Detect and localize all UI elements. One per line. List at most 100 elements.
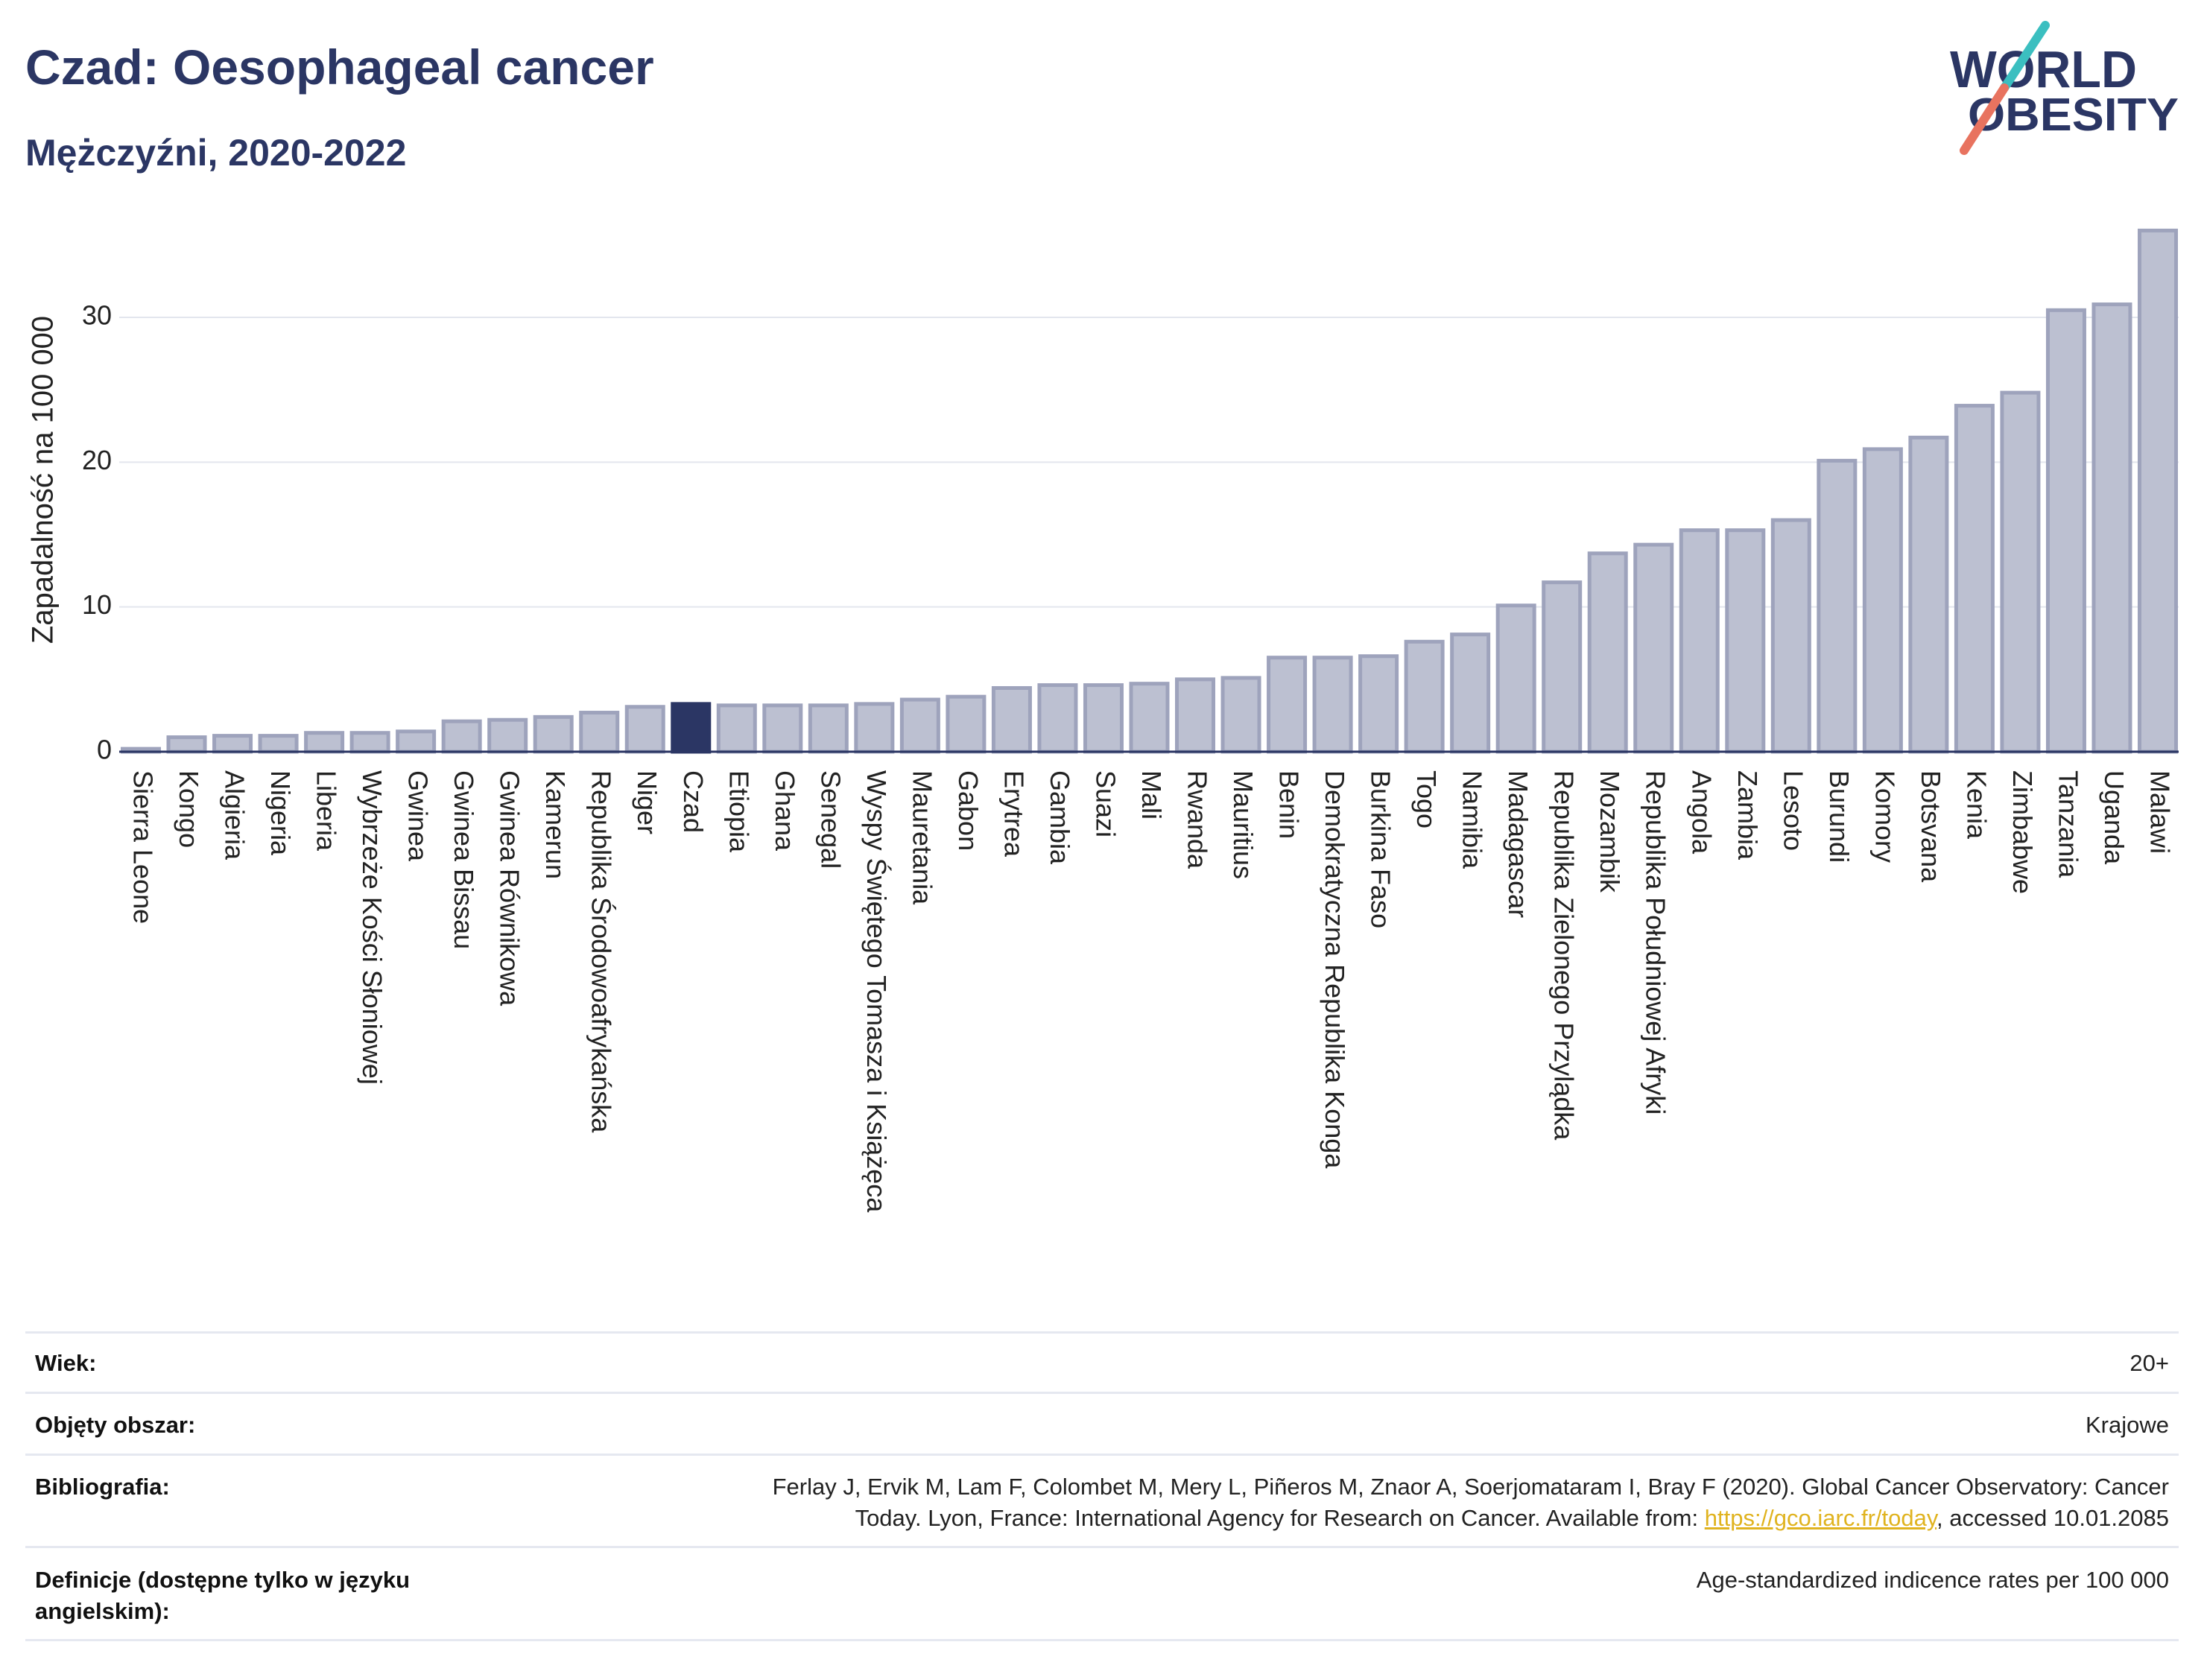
bar-senegal [808, 703, 849, 754]
page-subtitle: Mężczyźni, 2020-2022 [25, 132, 407, 174]
y-axis-title: Zapadalność na 100 000 [27, 316, 60, 644]
bar-komory [1862, 447, 1903, 754]
info-row-coverage: Objęty obszar: Krajowe [35, 1410, 2169, 1441]
x-tick-label: Gwinea Równikowa [495, 770, 525, 1007]
x-tick-label: Senegal [815, 770, 846, 869]
bar-republika-srodowoafrykanska [579, 711, 620, 754]
y-tick-label: 10 [82, 589, 112, 620]
info-value: Age-standardized indicence rates per 100… [1696, 1567, 2169, 1593]
bar-demokratyczna-republika-konga [1312, 656, 1353, 754]
x-tick-label: Angola [1686, 770, 1717, 855]
table-divider [25, 1331, 2179, 1334]
bar-togo [1404, 639, 1445, 754]
bar-lesoto [1770, 518, 1811, 754]
x-tick-label: Gwinea [403, 770, 434, 862]
bar-rwanda [1175, 677, 1216, 754]
bar-mozambik [1587, 551, 1628, 754]
x-tick-label: Gabon [953, 770, 984, 851]
bar-madagascar [1495, 603, 1536, 754]
x-tick-label: Nigeria [265, 770, 296, 856]
x-tick-label: Burkina Faso [1366, 770, 1396, 928]
table-divider [25, 1546, 2179, 1548]
bibliography-accessed-text: , accessed 10.01.2085 [1937, 1505, 2169, 1531]
bar-kenia [1954, 404, 1995, 754]
x-tick-label: Gwinea Bissau [449, 770, 479, 949]
bar-gwinea-rownikowa [487, 717, 528, 754]
bibliography-text: Today. Lyon, France: International Agenc… [855, 1505, 1705, 1531]
x-tick-label: Republika Południowej Afryki [1641, 770, 1671, 1115]
info-value: Krajowe [2086, 1412, 2169, 1438]
y-tick-label: 30 [82, 300, 112, 331]
logo-slash-teal [2000, 21, 2050, 92]
bar-algieria [212, 734, 253, 754]
x-tick-label: Wyspy Świętego Tomasza i Książęca [861, 770, 893, 1213]
x-tick-label: Namibia [1457, 770, 1488, 869]
bar-republika-poludniowej-afryki [1633, 542, 1674, 754]
info-value: 20+ [2129, 1350, 2169, 1376]
bar-gwinea [396, 729, 437, 754]
info-label: Definicje (dostępne tylko w języku angie… [35, 1567, 411, 1624]
bar-mauretania [899, 697, 940, 754]
x-tick-label: Burundi [1824, 770, 1855, 863]
bar-uganda [2091, 302, 2132, 754]
x-tick-label: Erytrea [998, 770, 1029, 858]
world-obesity-logo: WORLD OBESITY [1950, 21, 2179, 155]
info-row-bibliography: Bibliografia: Ferlay J, Ervik M, Lam F, … [35, 1471, 2169, 1534]
x-tick-label: Etiopia [723, 770, 754, 853]
logo-slash-red [1960, 83, 2009, 155]
y-tick-label: 0 [97, 735, 112, 765]
bar-wybrzeze-kosci-sloniowej [349, 731, 390, 754]
x-tick-label: Togo [1411, 770, 1442, 828]
bar-chart: 0 10 20 30 Sierra Leone Kongo Algieria Nigeria L… [27, 228, 2179, 1213]
x-tick-label: Republika Zielonego Przylądka [1549, 770, 1580, 1141]
x-tick-label: Mali [1136, 770, 1167, 820]
bar-angola [1679, 528, 1720, 754]
bar-gabon [946, 694, 987, 754]
axes: 0 10 20 30 Sierra Leone Kongo Algieria Nigeria L… [82, 300, 2179, 1213]
x-tick-label: Sierra Leone [127, 770, 158, 924]
bibliography-line-1: Ferlay J, Ervik M, Lam F, Colombet M, Me… [772, 1474, 2169, 1500]
bar-wyspy-swietego-tomasza-i-ksiazeca [854, 702, 895, 754]
bar-burundi [1817, 458, 1858, 754]
table-divider [25, 1454, 2179, 1456]
x-tick-label: Liberia [311, 770, 342, 852]
x-tick-label: Czad [678, 770, 709, 833]
x-tick-label: Mauretania [907, 770, 937, 905]
bar-republika-zielonego-przyladka [1542, 580, 1583, 754]
table-divider [25, 1639, 2179, 1641]
info-row-definitions: Definicje (dostępne tylko w języku angie… [35, 1565, 2169, 1627]
bars [121, 228, 2178, 754]
x-tick-label: Demokratyczna Republika Konga [1320, 770, 1350, 1169]
bar-gwinea-bissau [441, 719, 482, 754]
bibliography-link[interactable]: https://gco.iarc.fr/today [1704, 1505, 1937, 1531]
bar-nigeria [258, 734, 299, 754]
x-tick-label: Madagascar [1503, 770, 1533, 918]
x-tick-label: Gambia [1045, 770, 1075, 865]
x-tick-label: Botsvana [1916, 770, 1946, 883]
info-row-age: Wiek: 20+ [35, 1348, 2169, 1379]
info-label: Wiek: [35, 1350, 97, 1376]
bibliography-value: Ferlay J, Ervik M, Lam F, Colombet M, Me… [773, 1471, 2169, 1534]
x-tick-label: Wybrzeże Kości Słoniowej [357, 770, 387, 1085]
bar-liberia [304, 731, 345, 754]
bar-czad [671, 702, 712, 754]
bar-mali [1129, 682, 1170, 754]
x-tick-label: Lesoto [1778, 770, 1808, 851]
x-tick-label: Kongo [174, 770, 204, 848]
x-tick-label: Benin [1274, 770, 1305, 839]
bar-suazi [1083, 683, 1124, 754]
bar-niger [624, 705, 665, 754]
x-tick-label: Suazi [1090, 770, 1121, 837]
y-tick-label: 20 [82, 445, 112, 475]
info-label: Objęty obszar: [35, 1412, 196, 1438]
x-tick-label: Malawi [2144, 770, 2175, 854]
table-divider [25, 1392, 2179, 1394]
bar-erytrea [991, 685, 1032, 754]
x-tick-label: Komory [1869, 770, 1900, 863]
bar-kongo [166, 735, 207, 754]
x-tick-label: Niger [632, 770, 662, 834]
x-tick-label: Kenia [1961, 770, 1992, 840]
bar-etiopia [716, 703, 757, 754]
bar-mauritius [1220, 676, 1261, 754]
x-tick-label: Uganda [2099, 770, 2129, 865]
